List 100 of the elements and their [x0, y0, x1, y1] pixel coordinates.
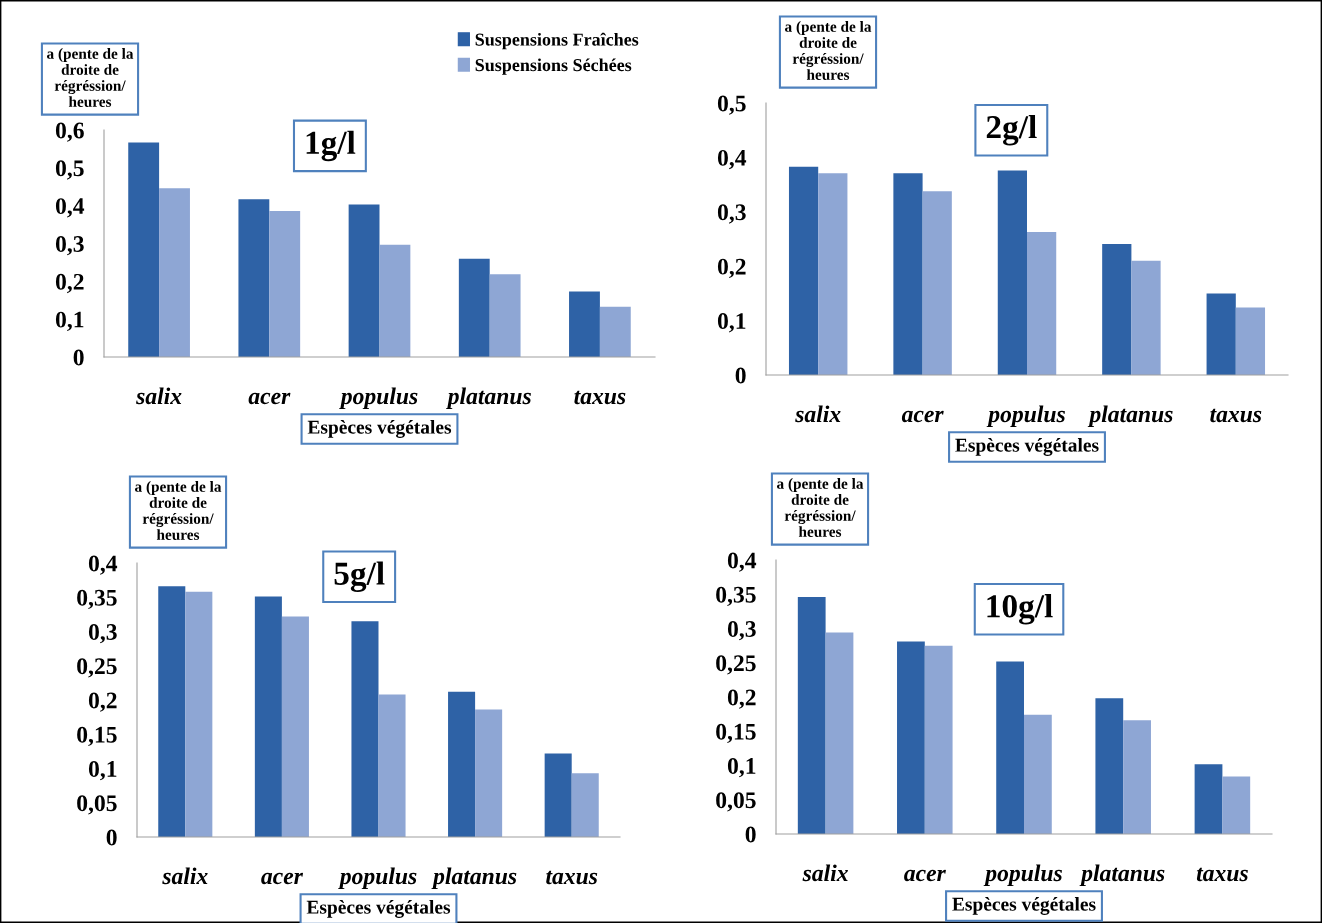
y-tick-label: 0	[735, 367, 746, 384]
bar	[1206, 293, 1236, 375]
chart-title: 5g/l	[334, 561, 385, 592]
chart-title: 2g/l	[986, 114, 1037, 146]
y-tick-label: 0,35	[77, 589, 117, 610]
y-tick-label: 0,15	[716, 723, 756, 744]
bar	[1131, 260, 1161, 375]
y-tick-label: 0,2	[727, 689, 756, 709]
bar	[254, 596, 282, 837]
x-tick-label: populus	[986, 405, 1065, 427]
chart-title: 1g/l	[306, 130, 356, 162]
bar	[458, 258, 490, 357]
x-tick-label: platanus	[446, 387, 531, 409]
bar	[238, 199, 270, 357]
bar	[825, 632, 854, 834]
bar	[1194, 764, 1223, 834]
y-tick-label: 0,6	[55, 122, 84, 142]
y-axis-title: a (pente de la droite de régréssion/ heures	[47, 48, 134, 107]
y-tick-label: 0,3	[88, 623, 117, 644]
x-tick-label: populus	[983, 864, 1062, 886]
bar	[378, 694, 406, 837]
x-tick-label: salix	[795, 405, 841, 423]
x-tick-label: salix	[162, 867, 208, 885]
y-tick-label: 0,5	[717, 95, 746, 115]
y-axis-title: a (pente de la droite de régréssion/ heures	[135, 481, 222, 540]
bar	[996, 661, 1024, 834]
bar	[1123, 720, 1151, 834]
bar	[569, 291, 600, 357]
y-tick-label: 0,3	[55, 235, 84, 256]
bar	[571, 773, 599, 837]
y-tick-label: 0,4	[727, 552, 757, 572]
y-axis-title: a (pente de la droite de régréssion/ heures	[777, 478, 864, 537]
y-tick-label: 0,1	[727, 757, 756, 778]
x-tick-label: taxus	[574, 390, 626, 405]
x-tick-label: platanus	[431, 867, 517, 889]
y-tick-label: 0,1	[88, 760, 117, 781]
y-tick-label: 0,4	[55, 198, 85, 218]
bar	[281, 616, 309, 837]
bar	[185, 591, 213, 837]
y-tick-label: 0,05	[716, 792, 756, 812]
y-tick-label: 0,3	[717, 204, 746, 224]
y-tick-label: 0	[745, 826, 756, 843]
y-tick-label: 0	[73, 349, 84, 366]
bar	[599, 306, 631, 357]
y-tick-label: 0	[106, 829, 117, 846]
bar	[158, 586, 186, 837]
y-tick-label: 0,05	[77, 795, 117, 815]
legend-label: Suspensions Fraîches	[475, 32, 639, 50]
y-tick-label: 0,2	[717, 258, 746, 279]
bar	[1222, 776, 1251, 834]
y-tick-label: 0,4	[88, 555, 118, 575]
text: 10g/l	[987, 594, 1053, 625]
y-tick-label: 0,35	[716, 586, 756, 607]
x-tick-label: populus	[339, 387, 418, 409]
y-tick-label: 0,2	[55, 273, 84, 294]
x-tick-label: salix	[802, 864, 848, 882]
bar	[922, 191, 952, 375]
bar	[448, 691, 476, 837]
y-tick-label: 0,25	[77, 658, 117, 678]
bar	[544, 753, 572, 837]
bar	[489, 274, 521, 357]
x-tick-label: platanus	[1079, 864, 1165, 886]
bar	[269, 210, 301, 357]
y-tick-label: 0,5	[55, 160, 84, 180]
x-tick-label: populus	[338, 867, 417, 889]
bar	[1027, 231, 1057, 375]
y-tick-label: 0,1	[717, 313, 746, 333]
bar	[997, 170, 1027, 375]
y-tick-label: 0,15	[77, 726, 117, 747]
x-tick-label: taxus	[1196, 867, 1248, 882]
bar	[924, 645, 953, 834]
x-tick-label: platanus	[1087, 405, 1173, 427]
bar	[1235, 307, 1266, 375]
x-axis-title: Espèces végétales	[955, 438, 1099, 456]
bar	[159, 188, 190, 357]
x-tick-label: acer	[904, 869, 946, 882]
bar	[897, 641, 925, 834]
y-tick-label: 0,1	[55, 311, 84, 332]
bar	[1102, 243, 1132, 375]
bar	[818, 173, 848, 375]
bar	[1095, 698, 1124, 834]
bar	[348, 204, 380, 357]
bar	[1024, 714, 1052, 834]
bar	[475, 709, 503, 837]
y-tick-label: 0,25	[716, 655, 756, 675]
bar	[351, 621, 379, 837]
x-tick-label: acer	[248, 392, 291, 405]
x-tick-label: salix	[136, 387, 182, 405]
x-tick-label: taxus	[1210, 408, 1262, 423]
bar	[893, 173, 923, 375]
y-tick-label: 0,2	[88, 692, 117, 712]
bar	[788, 166, 819, 375]
bar	[128, 142, 160, 357]
y-tick-label: 0,3	[727, 620, 756, 641]
x-tick-label: acer	[901, 410, 944, 423]
bar	[797, 596, 826, 834]
y-tick-label: 0,4	[717, 149, 747, 170]
x-axis-title: Espèces végétales	[952, 897, 1096, 915]
bar	[379, 244, 411, 357]
x-tick-label: taxus	[546, 870, 598, 885]
